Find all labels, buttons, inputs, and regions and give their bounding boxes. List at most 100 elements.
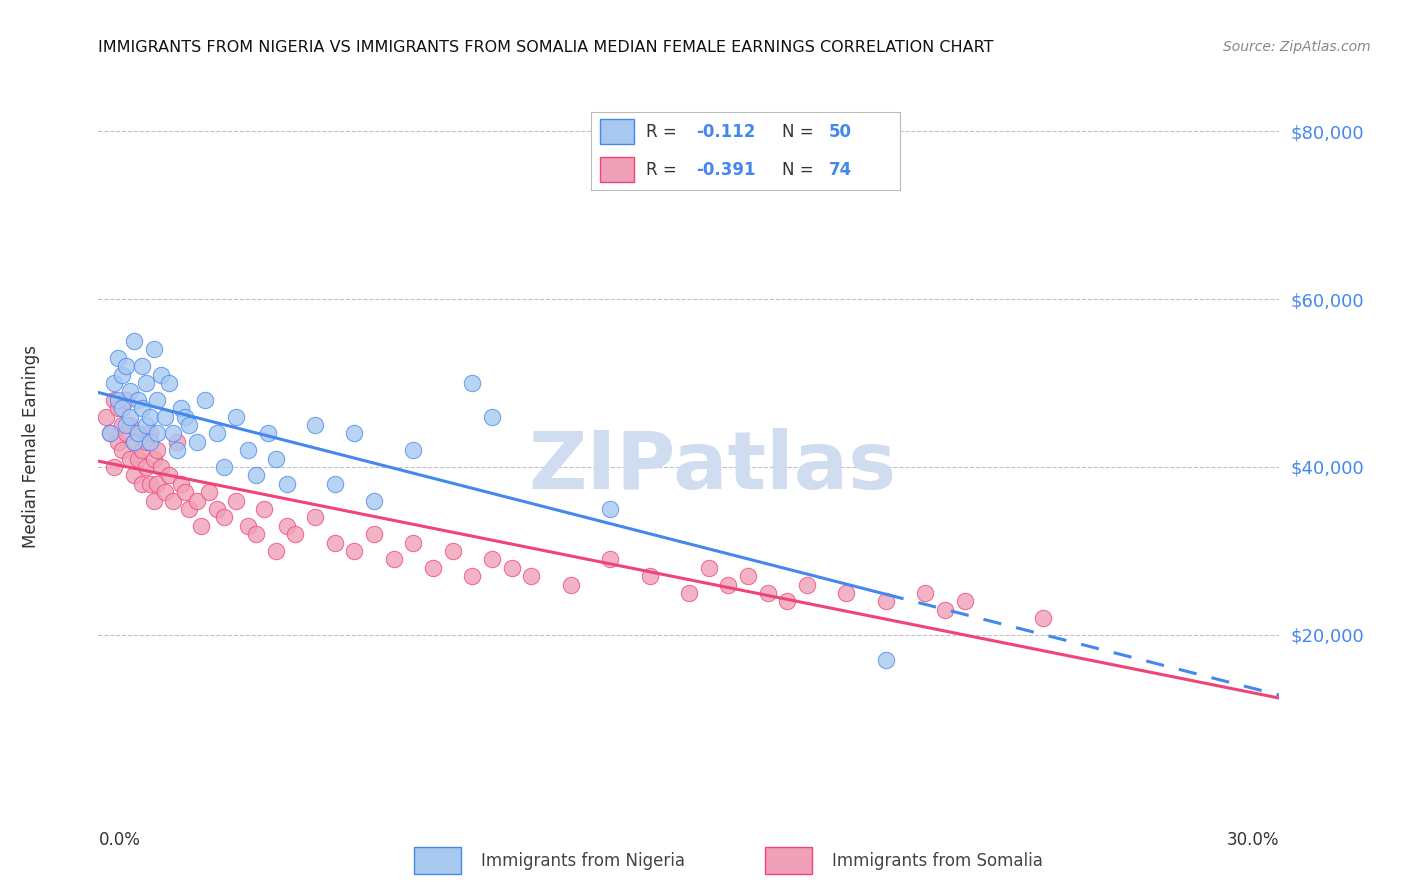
Point <box>111 443 134 458</box>
Point <box>115 417 138 432</box>
Point <box>363 493 385 508</box>
Text: ZIPatlas: ZIPatlas <box>529 428 897 507</box>
Point <box>953 594 976 608</box>
Text: IMMIGRANTS FROM NIGERIA VS IMMIGRANTS FROM SOMALIA MEDIAN FEMALE EARNINGS CORREL: IMMIGRANTS FROM NIGERIA VS IMMIGRANTS FR… <box>98 40 994 55</box>
Point <box>115 392 138 407</box>
Point <box>304 417 326 432</box>
Point <box>875 594 897 608</box>
Text: -0.112: -0.112 <box>696 123 755 141</box>
Point <box>162 426 184 441</box>
Point <box>135 376 157 390</box>
Point <box>197 485 219 500</box>
Text: -0.391: -0.391 <box>696 161 755 178</box>
Bar <box>600 120 634 145</box>
Point <box>174 409 197 424</box>
Point <box>501 560 523 574</box>
Point <box>155 409 177 424</box>
Point <box>205 502 228 516</box>
Point <box>131 401 153 416</box>
Point <box>717 577 740 591</box>
Text: 0.0%: 0.0% <box>98 831 141 849</box>
Point <box>170 401 193 416</box>
Point <box>225 409 247 424</box>
Point <box>138 476 160 491</box>
Point <box>162 493 184 508</box>
Point <box>166 443 188 458</box>
Point <box>103 392 125 407</box>
Point <box>155 485 177 500</box>
Point <box>127 451 149 466</box>
Point <box>142 451 165 466</box>
Point <box>276 518 298 533</box>
Point <box>98 426 121 441</box>
Point <box>127 426 149 441</box>
Point <box>264 544 287 558</box>
Point <box>170 476 193 491</box>
Point <box>118 409 141 424</box>
Point <box>599 502 621 516</box>
Point <box>756 586 779 600</box>
Point <box>678 586 700 600</box>
Point <box>323 476 346 491</box>
Point <box>122 434 145 449</box>
Point <box>122 468 145 483</box>
Point <box>481 552 503 566</box>
Point <box>111 368 134 382</box>
Point <box>520 569 543 583</box>
Point <box>934 603 956 617</box>
Point <box>186 493 208 508</box>
Point <box>441 544 464 558</box>
Point <box>284 527 307 541</box>
Point <box>131 443 153 458</box>
Point <box>697 560 720 574</box>
Bar <box>765 847 813 874</box>
Point <box>138 409 160 424</box>
Point <box>107 434 129 449</box>
Point <box>157 468 180 483</box>
Point <box>323 535 346 549</box>
Text: Immigrants from Somalia: Immigrants from Somalia <box>832 852 1043 870</box>
Point <box>245 527 267 541</box>
Point <box>135 417 157 432</box>
Text: R =: R = <box>647 161 682 178</box>
Point <box>214 510 236 524</box>
Point <box>146 426 169 441</box>
Point <box>177 417 200 432</box>
Point <box>245 468 267 483</box>
Point <box>236 518 259 533</box>
Point <box>194 392 217 407</box>
Bar <box>413 847 461 874</box>
Point <box>142 493 165 508</box>
Point <box>135 460 157 475</box>
Point <box>481 409 503 424</box>
Point <box>96 409 118 424</box>
Text: N =: N = <box>782 123 820 141</box>
Point <box>111 417 134 432</box>
Point <box>146 476 169 491</box>
Bar <box>600 157 634 182</box>
Point <box>304 510 326 524</box>
Point <box>461 569 484 583</box>
Point <box>236 443 259 458</box>
Text: Source: ZipAtlas.com: Source: ZipAtlas.com <box>1223 40 1371 54</box>
Point <box>131 476 153 491</box>
Point <box>122 434 145 449</box>
Point <box>835 586 858 600</box>
Point <box>118 384 141 399</box>
Point <box>256 426 278 441</box>
Point <box>599 552 621 566</box>
Point <box>150 460 173 475</box>
Point <box>115 426 138 441</box>
Point <box>111 401 134 416</box>
Point <box>135 434 157 449</box>
Point <box>914 586 936 600</box>
Point <box>776 594 799 608</box>
Point <box>150 368 173 382</box>
Point <box>98 426 121 441</box>
Point <box>363 527 385 541</box>
Text: 50: 50 <box>828 123 852 141</box>
Point <box>127 426 149 441</box>
Point <box>461 376 484 390</box>
Point <box>131 359 153 374</box>
Point <box>875 653 897 667</box>
